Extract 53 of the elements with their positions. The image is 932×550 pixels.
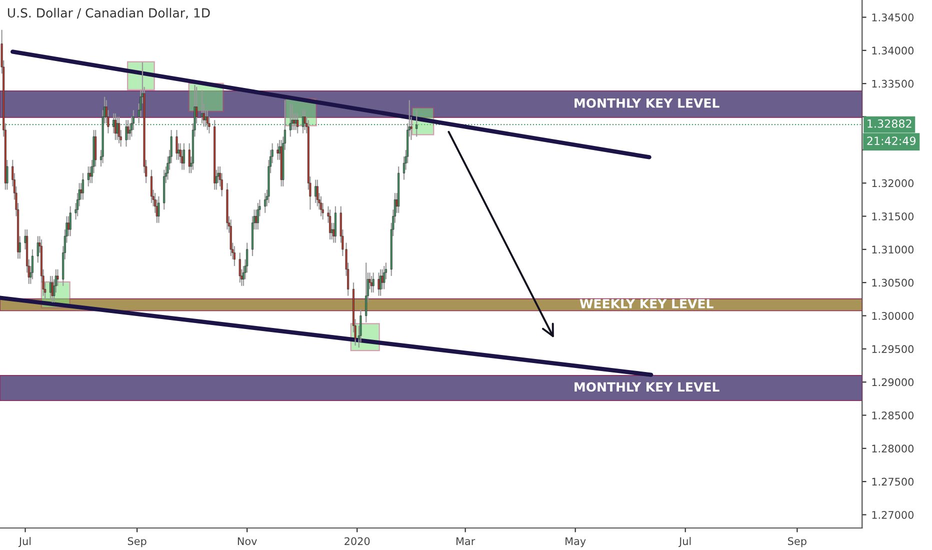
- candlestick: [365, 262, 368, 323]
- band-label: WEEKLY KEY LEVEL: [580, 299, 714, 308]
- y-tick-label: 1.33500: [872, 80, 914, 88]
- candlestick: [182, 142, 185, 170]
- candlestick: [334, 206, 336, 244]
- y-tick-label: 1.28000: [872, 444, 914, 453]
- candlestick: [158, 196, 160, 224]
- candlestick: [31, 248, 34, 280]
- candlestick: [150, 169, 153, 204]
- y-tick-label: 1.27500: [872, 478, 914, 486]
- candlestick: [176, 129, 178, 160]
- x-tick-label: Mar: [456, 537, 476, 546]
- x-tick-label: Sep: [128, 537, 146, 548]
- candlestick: [316, 179, 318, 207]
- y-tick-label: 1.30000: [872, 312, 914, 320]
- candlestick: [233, 246, 236, 267]
- text: U.S. Dollar / Canadian Dollar, 1D: [8, 8, 210, 19]
- candlestick: [82, 172, 84, 200]
- candlestick: [304, 110, 306, 131]
- candlestick: [206, 110, 208, 131]
- y-tick-label: 1.29500: [872, 345, 914, 354]
- ref-line-label: 1.32882: [868, 119, 912, 128]
- y-tick-label: 1.29000: [872, 378, 914, 386]
- candlestick: [314, 179, 317, 204]
- candlestick: [238, 252, 241, 284]
- candlestick: [320, 196, 322, 217]
- x-tick-label: May: [566, 537, 586, 548]
- candlestick: [383, 265, 386, 290]
- y-tick-label: 1.34500: [872, 13, 914, 22]
- candlestick: [256, 202, 259, 230]
- x-tick-label: Jul: [678, 537, 691, 548]
- band-label: MONTHLY KEY LEVEL: [574, 382, 720, 392]
- candlestick: [296, 112, 299, 134]
- band-label: MONTHLY KEY LEVEL: [574, 98, 720, 108]
- y-tick-label: 1.27000: [872, 510, 914, 519]
- candlestick: [87, 166, 90, 187]
- x-tick-label: Nov: [238, 537, 257, 546]
- y-tick-label: 1.30500: [872, 278, 914, 287]
- y-tick-label: 1.31000: [872, 246, 914, 254]
- candlestick: [378, 272, 380, 296]
- candlestick: [51, 275, 54, 304]
- candlestick: [116, 116, 118, 141]
- x-tick-label: Sep: [788, 537, 806, 548]
- text: 21:42:49: [867, 136, 916, 146]
- candlestick: [118, 116, 120, 144]
- y-tick-label: 1.28500: [872, 411, 914, 420]
- y-tick-label: 1.34000: [872, 46, 914, 55]
- y-tick-label: 1.32000: [872, 179, 914, 188]
- candlestick: [372, 272, 374, 294]
- x-tick-label: Jul: [18, 537, 31, 548]
- candlestick: [329, 209, 332, 240]
- x-tick-label: 2020: [344, 537, 370, 546]
- y-tick-label: 1.31500: [872, 212, 914, 220]
